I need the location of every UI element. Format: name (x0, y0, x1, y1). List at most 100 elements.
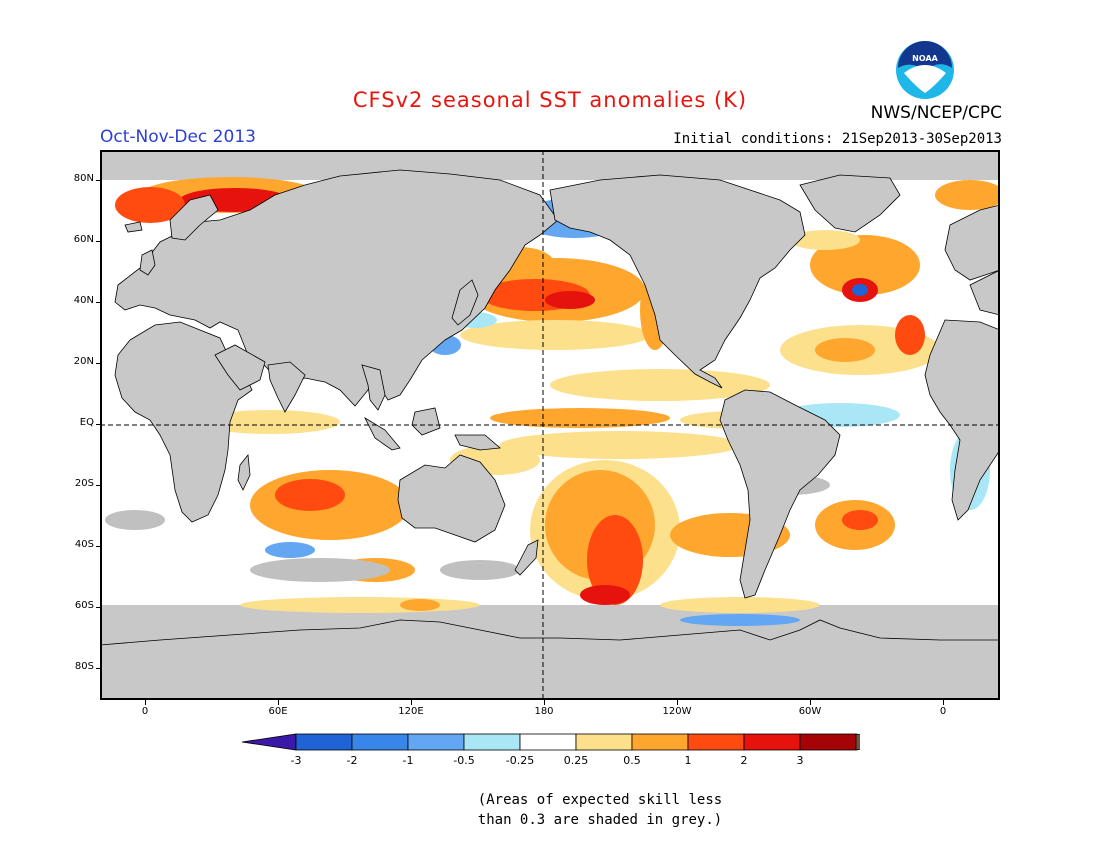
legend-swatch (687, 733, 745, 751)
legend-tick-label: 3 (797, 754, 804, 767)
sst-anomaly-map (100, 150, 1000, 700)
anomaly-npac-core (545, 291, 595, 309)
legend-swatch (407, 733, 465, 751)
no-skill-southern (250, 558, 390, 582)
land-japan (451, 279, 479, 326)
lat-tick (96, 241, 101, 242)
land-australia (397, 454, 506, 543)
lat-label: 40S (74, 539, 94, 550)
land-new-zealand (514, 539, 539, 576)
anomaly-nordic (115, 187, 185, 223)
lon-tick (677, 700, 678, 705)
lat-label: 80S (74, 661, 94, 672)
no-skill-satl (105, 510, 165, 530)
lat-tick (96, 668, 101, 669)
legend-tick-label: 0.5 (623, 754, 641, 767)
anomaly-spac-hot (587, 515, 643, 605)
legend-arrow-low (241, 733, 297, 751)
land-scandinavia (169, 194, 219, 241)
legend-swatch (463, 733, 521, 751)
land-south-america (719, 389, 841, 599)
skill-note-line2: than 0.3 are shaded in grey.) (477, 812, 723, 828)
anomaly-satl-hot (842, 510, 878, 530)
skill-note-line1: (Areas of expected skill less (477, 792, 723, 808)
land-eurasia (114, 169, 559, 407)
lat-label: 80N (73, 173, 94, 184)
lat-tick (96, 424, 101, 425)
anomaly-arctic-east (935, 180, 1000, 210)
anomaly-io-eq (200, 410, 340, 434)
initial-conditions: Initial conditions: 21Sep2013-30Sep2013 (673, 131, 1002, 147)
legend-swatch (295, 733, 353, 751)
legend-swatch (575, 733, 633, 751)
anomaly-scz (500, 431, 740, 459)
legend-arrow-high (855, 733, 860, 751)
lon-tick (278, 700, 279, 705)
legend-swatch (743, 733, 801, 751)
lat-tick (96, 302, 101, 303)
lat-tick (96, 546, 101, 547)
lon-tick (411, 700, 412, 705)
lat-label: 60N (73, 234, 94, 245)
map-frame (100, 150, 1000, 700)
land-india (267, 361, 306, 413)
legend-swatch (799, 733, 857, 751)
map-title: CFSv2 seasonal SST anomalies (K) (352, 88, 748, 112)
lon-tick (544, 700, 545, 705)
land-antarctica (100, 619, 1000, 700)
anomaly-natl-sub (815, 338, 875, 362)
lon-tick (145, 700, 146, 705)
legend-tick-label: 2 (741, 754, 748, 767)
legend-swatch (631, 733, 689, 751)
land-se-asia (361, 364, 386, 411)
arctic-cap (100, 150, 1000, 180)
anomaly-equatorial-warm (490, 408, 670, 428)
noaa-logo-sky (898, 41, 952, 71)
lon-label: 0 (939, 706, 947, 717)
color-legend: -3 -2 -1 -0.5 -0.25 0.25 0.5 1 2 3 (241, 733, 860, 767)
lat-label: 20N (73, 356, 94, 367)
land-arabia (214, 344, 266, 391)
land-new-guinea (454, 434, 501, 451)
forecast-period: Oct-Nov-Dec 2013 (100, 127, 256, 147)
anomaly-so-warm (400, 599, 440, 611)
lat-tick (96, 363, 101, 364)
lon-label: 0 (141, 706, 149, 717)
lon-label: 180 (534, 706, 554, 717)
noaa-logo-text: NOAA (912, 54, 938, 63)
land-masses (100, 169, 1000, 700)
anomaly-so-band (660, 597, 820, 613)
anomaly-so-band-b (240, 597, 480, 613)
anomaly-so-cool (680, 614, 800, 626)
land-borneo (411, 407, 441, 436)
anomaly-npac-mild (460, 320, 650, 350)
lat-tick (96, 180, 101, 181)
anomaly-canary (895, 315, 925, 355)
land-africa-east-edge (924, 319, 1000, 521)
lon-label: 60W (798, 706, 822, 717)
legend-tick-label: 0.25 (564, 754, 589, 767)
legend-tick-label: -0.25 (506, 754, 534, 767)
lon-label: 60E (268, 706, 288, 717)
lon-tick (943, 700, 944, 705)
land-uk (139, 249, 156, 276)
land-eurasia-east-edge (944, 204, 1000, 281)
lon-label: 120E (398, 706, 424, 717)
anomaly-tropical-mild (550, 369, 770, 401)
lat-label: 40N (73, 295, 94, 306)
land-north-america (549, 174, 806, 389)
land-greenland (799, 174, 901, 233)
lat-label: 60S (74, 600, 94, 611)
anomaly-natl-cold (852, 284, 868, 296)
land-madagascar (237, 453, 251, 491)
anomaly-io-cool (265, 542, 315, 558)
legend-tick-label: -1 (403, 754, 414, 767)
land-sumatra (364, 416, 401, 451)
lat-label: 20S (74, 478, 94, 489)
legend-tick-label: 1 (685, 754, 692, 767)
lat-tick (96, 607, 101, 608)
noaa-logo: NOAA (896, 41, 954, 99)
lon-label: 120W (662, 706, 692, 717)
legend-tick-label: -3 (291, 754, 302, 767)
lon-tick (810, 700, 811, 705)
